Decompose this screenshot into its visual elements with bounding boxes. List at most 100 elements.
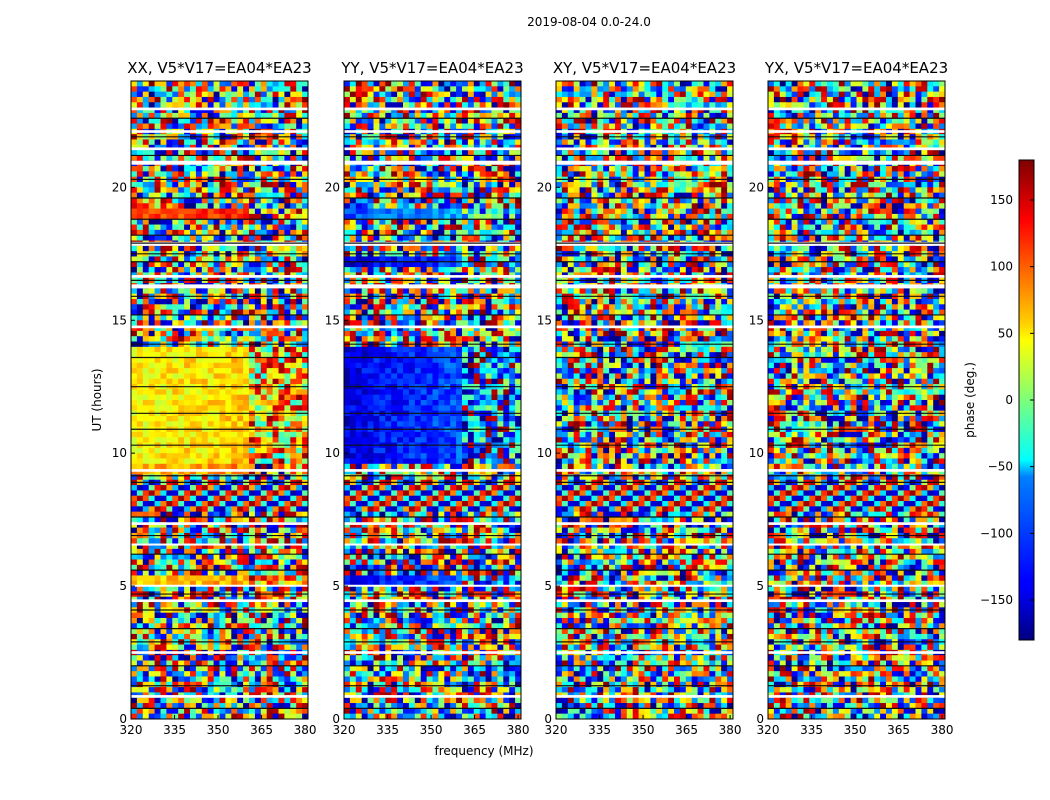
heatmap-cell: [154, 373, 161, 380]
heatmap-cell: [225, 703, 232, 709]
heatmap-cell: [473, 171, 481, 178]
heatmap-cell: [166, 346, 173, 353]
heatmap-cell: [201, 703, 209, 709]
heatmap-cell: [237, 543, 244, 550]
heatmap-cell: [190, 107, 197, 114]
heatmap-cell: [278, 213, 285, 220]
heatmap-cell: [266, 86, 273, 93]
heatmap-cell: [136, 708, 144, 715]
heatmap-cell: [479, 155, 486, 162]
heatmap-cell: [278, 394, 285, 401]
heatmap-cell: [467, 166, 475, 172]
heatmap-cell: [355, 139, 363, 146]
heatmap-cell: [426, 208, 433, 215]
heatmap-cell: [219, 671, 226, 677]
heatmap-cell: [272, 623, 279, 630]
heatmap-cell: [249, 203, 256, 209]
heatmap-cell: [272, 458, 279, 465]
heatmap-cell: [260, 394, 268, 401]
heatmap-cell: [219, 458, 226, 465]
heatmap-cell: [178, 575, 185, 582]
heatmap-cell: [379, 91, 386, 98]
heatmap-cell: [184, 208, 191, 215]
heatmap-cell: [184, 336, 191, 342]
heatmap-cell: [142, 580, 150, 587]
heatmap-cell: [219, 123, 226, 130]
heatmap-cell: [213, 197, 220, 204]
heatmap-cell: [266, 586, 273, 592]
heatmap-cell: [290, 304, 297, 311]
heatmap-cell: [266, 713, 273, 720]
heatmap-cell: [249, 676, 256, 683]
heatmap-cell: [266, 485, 273, 491]
heatmap-cell: [201, 91, 209, 98]
heatmap-cell: [438, 150, 445, 156]
heatmap-cell: [219, 633, 226, 640]
heatmap-cell: [154, 298, 161, 305]
heatmap-cell: [178, 495, 185, 502]
heatmap-cell: [131, 623, 138, 630]
heatmap-cell: [272, 687, 279, 693]
heatmap-cell: [195, 602, 203, 608]
heatmap-cell: [195, 245, 203, 252]
heatmap-cell: [278, 224, 285, 231]
heatmap-cell: [136, 102, 144, 108]
heatmap-cell: [290, 245, 297, 252]
heatmap-cell: [201, 660, 209, 667]
heatmap-cell: [213, 676, 220, 683]
heatmap-cell: [219, 320, 226, 326]
heatmap-cell: [450, 86, 457, 93]
heatmap-cell: [296, 501, 303, 507]
heatmap-cell: [278, 139, 285, 146]
heatmap-cell: [178, 155, 185, 162]
heatmap-cell: [231, 421, 238, 427]
heatmap-cell: [131, 118, 138, 124]
heatmap-cell: [207, 458, 214, 465]
heatmap-cell: [260, 697, 268, 704]
heatmap-cell: [201, 309, 209, 316]
heatmap-cell: [284, 352, 291, 358]
heatmap-cell: [184, 203, 191, 209]
heatmap-cell: [485, 288, 492, 295]
heatmap-cell: [344, 139, 351, 146]
heatmap-cell: [249, 155, 256, 162]
heatmap-cell: [278, 320, 285, 326]
heatmap-cell: [219, 687, 226, 693]
heatmap-cell: [213, 107, 220, 114]
heatmap-cell: [201, 405, 209, 412]
heatmap-cell: [249, 437, 256, 443]
heatmap-cell: [131, 86, 138, 93]
heatmap-cell: [467, 309, 475, 316]
heatmap-cell: [272, 267, 279, 273]
heatmap-cell: [219, 708, 226, 715]
heatmap-cell: [432, 123, 439, 130]
heatmap-cell: [444, 102, 451, 108]
heatmap-cell: [237, 81, 244, 87]
heatmap-cell: [254, 458, 262, 465]
heatmap-cell: [367, 107, 374, 114]
heatmap-cell: [479, 91, 486, 98]
heatmap-cell: [302, 118, 309, 124]
heatmap-cell: [272, 309, 279, 316]
heatmap-cell: [136, 506, 144, 513]
heatmap-cell: [172, 559, 179, 566]
heatmap-cell: [266, 309, 273, 316]
heatmap-cell: [509, 261, 516, 268]
heatmap-cell: [178, 447, 185, 454]
heatmap-cell: [136, 511, 144, 518]
heatmap-cell: [260, 522, 268, 528]
heatmap-cell: [302, 368, 309, 374]
heatmap-cell: [296, 288, 303, 295]
heatmap-cell: [237, 208, 244, 215]
heatmap-cell: [154, 96, 161, 103]
heatmap-cell: [367, 166, 374, 172]
heatmap-cell: [213, 357, 220, 364]
heatmap-cell: [254, 421, 262, 427]
heatmap-cell: [432, 171, 439, 178]
heatmap-cell: [243, 559, 250, 566]
heatmap-cell: [225, 405, 232, 412]
heatmap-cell: [207, 687, 214, 693]
heatmap-cell: [266, 357, 273, 364]
heatmap-cell: [195, 320, 203, 326]
heatmap-cell: [290, 660, 297, 667]
